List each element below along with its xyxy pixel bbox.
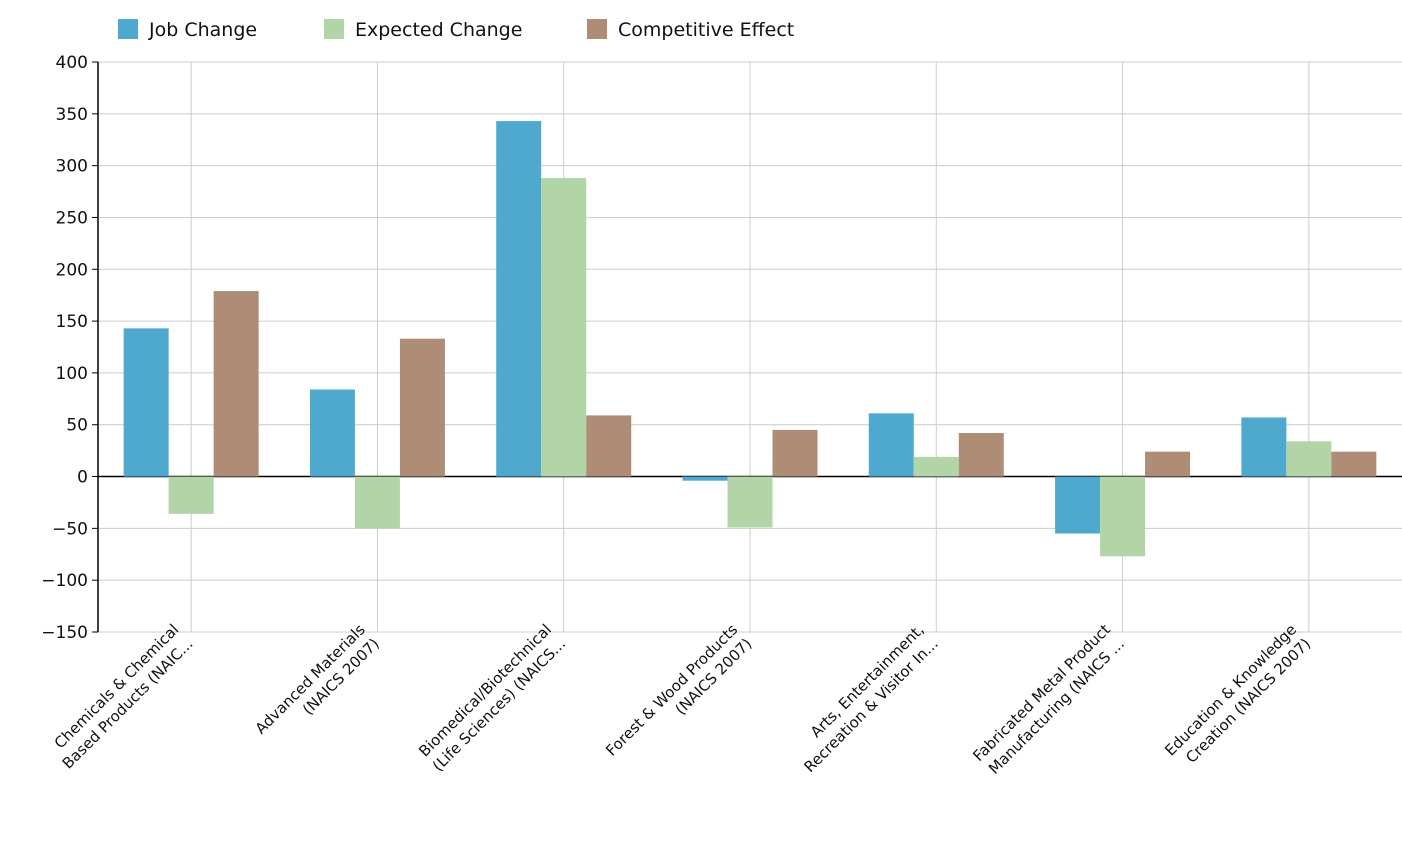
- bar-competitive-effect-1: [399, 338, 445, 477]
- bar-job-change-6: [1241, 417, 1287, 477]
- bar-job-change-0: [123, 328, 169, 477]
- category-label-line: Education & Knowledge: [1161, 621, 1300, 760]
- axes: [92, 61, 1402, 633]
- y-axis-tick-labels: 400 350 300 250 200 150 100 50 0 −50 −100 −150: [41, 53, 88, 643]
- y-tick-label: 250: [56, 208, 88, 228]
- y-tick-label: 350: [56, 105, 88, 125]
- bar-expected-change-4: [913, 456, 959, 477]
- bar-job-change-3: [682, 476, 728, 481]
- bar-job-change-2: [496, 121, 542, 477]
- y-tick-label: −50: [52, 519, 88, 539]
- bar-expected-change-5: [1100, 476, 1146, 557]
- bar-job-change-5: [1055, 476, 1101, 534]
- bar-competitive-effect-6: [1331, 451, 1377, 477]
- bar-job-change-4: [868, 413, 914, 477]
- y-tick-label: 150: [56, 312, 88, 332]
- legend-label-2: Competitive Effect: [618, 19, 794, 41]
- bar-expected-change-6: [1286, 441, 1332, 477]
- bar-competitive-effect-5: [1145, 451, 1191, 477]
- category-label-line: Manufacturing (NAICS ...: [985, 635, 1128, 778]
- y-tick-label: 200: [56, 260, 88, 280]
- bar-expected-change-3: [727, 476, 773, 528]
- category-label-line: Advanced Materials: [252, 620, 369, 737]
- bar-competitive-effect-4: [958, 433, 1004, 477]
- bars: [123, 121, 1377, 557]
- category-label-1: Advanced Materials(NAICS 2007): [252, 620, 383, 737]
- category-label-3: Forest & Wood Products(NAICS 2007): [602, 620, 755, 759]
- category-label-line: Fabricated Metal Product: [969, 620, 1114, 765]
- bar-expected-change-1: [354, 476, 400, 529]
- legend-swatch-2: [587, 19, 607, 39]
- category-label-line: Creation (NAICS 2007): [1182, 635, 1314, 767]
- category-label-line: (Life Sciences) (NAICS...: [429, 635, 569, 775]
- category-label-4: Arts, Entertainment,Recreation & Visitor…: [800, 621, 941, 776]
- bar-competitive-effect-3: [772, 429, 818, 477]
- category-label-line: Based Products (NAIC...: [59, 635, 197, 773]
- y-tick-label: −100: [41, 571, 88, 591]
- bar-competitive-effect-0: [213, 291, 259, 477]
- legend-swatch-0: [118, 19, 138, 39]
- bar-expected-change-0: [168, 476, 214, 514]
- y-tick-label: 50: [66, 416, 88, 436]
- bar-expected-change-2: [541, 178, 587, 477]
- y-tick-label: 300: [56, 157, 88, 177]
- bar-job-change-1: [309, 389, 355, 477]
- y-tick-label: 400: [56, 53, 88, 73]
- grid-lines: [98, 61, 1402, 633]
- y-tick-label: 0: [77, 468, 88, 488]
- bar-competitive-effect-2: [586, 415, 632, 477]
- legend-swatch-1: [324, 19, 344, 39]
- category-label-line: Arts, Entertainment,: [807, 621, 928, 742]
- legend: Job Change Expected Change Competitive Eff…: [118, 19, 794, 41]
- category-label-line: Forest & Wood Products: [602, 620, 741, 759]
- legend-label-0: Job Change: [148, 19, 257, 41]
- category-label-line: Recreation & Visitor In...: [800, 635, 941, 776]
- category-label-2: Biomedical/Biotechnical(Life Sciences) (…: [415, 621, 569, 775]
- legend-label-1: Expected Change: [355, 19, 522, 41]
- y-tick-label: −150: [41, 623, 88, 643]
- category-label-line: Biomedical/Biotechnical: [415, 621, 555, 761]
- y-tick-label: 100: [56, 364, 88, 384]
